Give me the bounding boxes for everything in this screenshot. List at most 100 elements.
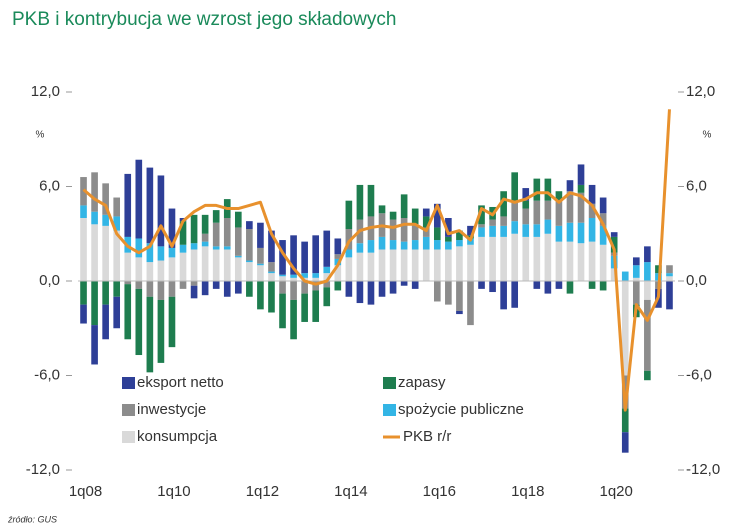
legend-label: eksport netto	[137, 374, 224, 391]
bar-segment	[124, 173, 132, 237]
bar-segment	[500, 281, 507, 310]
bar-segment	[290, 281, 297, 300]
bar-segment	[522, 236, 530, 281]
bar-segment	[113, 230, 121, 281]
bar-segment	[599, 244, 607, 281]
bar-segment	[212, 222, 220, 247]
bar-segment	[599, 213, 607, 226]
bar-segment	[632, 281, 640, 305]
bar-segment	[389, 219, 397, 241]
bar-segment	[157, 246, 165, 261]
bar-segment	[201, 246, 209, 281]
bar-segment	[489, 281, 496, 293]
bar-segment	[323, 266, 331, 274]
bar-segment	[555, 191, 563, 201]
bar-segment	[456, 230, 463, 241]
bar-segment	[522, 200, 530, 209]
bar-segment	[577, 184, 585, 193]
bar-segment	[500, 236, 507, 281]
bar-segment	[445, 281, 452, 305]
bar-segment	[433, 240, 441, 250]
bar-segment	[345, 281, 353, 297]
bar-segment	[168, 247, 176, 258]
bar-segment	[644, 262, 651, 281]
bar-segment	[577, 222, 585, 244]
y-tick-label: 0,0	[39, 272, 60, 289]
legend-swatch	[122, 404, 135, 416]
bar-segment	[334, 281, 342, 291]
bar-segment	[522, 188, 530, 201]
bar-segment	[212, 210, 220, 223]
bar-segment	[544, 178, 552, 201]
bar-segment	[511, 233, 519, 281]
bar-segment	[234, 257, 242, 281]
bar-segment	[666, 276, 673, 281]
bar-segment	[345, 229, 353, 250]
bar-segment	[157, 299, 165, 363]
bar-segment	[411, 249, 419, 281]
x-tick-label: 1q20	[600, 483, 633, 500]
bar-segment	[190, 249, 198, 281]
bar-segment	[157, 281, 165, 300]
bar-segment	[500, 225, 507, 237]
bar-segment	[157, 260, 165, 281]
bar-segment	[544, 281, 552, 294]
bar-segment	[179, 221, 187, 245]
bar-segment	[312, 235, 320, 274]
bar-segment	[400, 249, 408, 281]
x-tick-label: 1q14	[334, 483, 367, 500]
bar-segment	[400, 281, 408, 286]
bar-segment	[489, 225, 496, 237]
bar-segment	[433, 227, 441, 241]
bar-segment	[555, 241, 563, 281]
bar-segment	[146, 262, 154, 281]
bar-segment	[91, 224, 98, 281]
bar-segment	[511, 172, 519, 201]
bar-segment	[422, 227, 430, 237]
bar-segment	[411, 281, 419, 289]
bar-segment	[168, 257, 176, 281]
bar-segment	[190, 243, 198, 250]
bar-segment	[478, 224, 485, 228]
bar-segment	[223, 281, 231, 297]
bar-segment	[356, 281, 364, 304]
bar-segment	[345, 249, 353, 258]
bar-segment	[80, 304, 87, 324]
bar-segment	[577, 243, 585, 281]
bar-segment	[135, 159, 143, 239]
bar-segment	[644, 370, 651, 381]
bar-segment	[566, 241, 574, 281]
bar-segment	[433, 203, 441, 228]
bar-segment	[312, 277, 320, 281]
bar-segment	[223, 246, 231, 250]
bar-segment	[234, 227, 242, 256]
bar-segment	[632, 277, 640, 281]
bar-segment	[367, 184, 375, 217]
bar-segment	[345, 200, 353, 230]
gdp-line	[82, 109, 671, 412]
bar-segment	[168, 208, 176, 248]
y-tick-label: -12,0	[26, 461, 60, 478]
bar-segment	[190, 285, 198, 299]
bar-segment	[279, 276, 286, 281]
bar-segment	[621, 432, 629, 453]
bar-segment	[400, 194, 408, 218]
bar-segment	[135, 257, 143, 281]
bar-segment	[301, 293, 308, 322]
bar-segment	[268, 230, 275, 263]
bar-segment	[445, 249, 452, 281]
bar-segment	[201, 214, 209, 234]
bar-segment	[279, 293, 286, 329]
bar-segment	[445, 236, 452, 242]
legend-swatch	[122, 431, 135, 443]
bar-segment	[533, 178, 541, 201]
bar-segment	[223, 218, 231, 247]
bar-segment	[644, 281, 651, 300]
bar-segment	[522, 208, 530, 225]
bar-segment	[367, 281, 375, 305]
bar-segment	[411, 208, 419, 225]
bar-segment	[522, 224, 530, 237]
bar-segment	[511, 200, 519, 222]
bar-segment	[577, 164, 585, 185]
bar-segment	[500, 216, 507, 226]
